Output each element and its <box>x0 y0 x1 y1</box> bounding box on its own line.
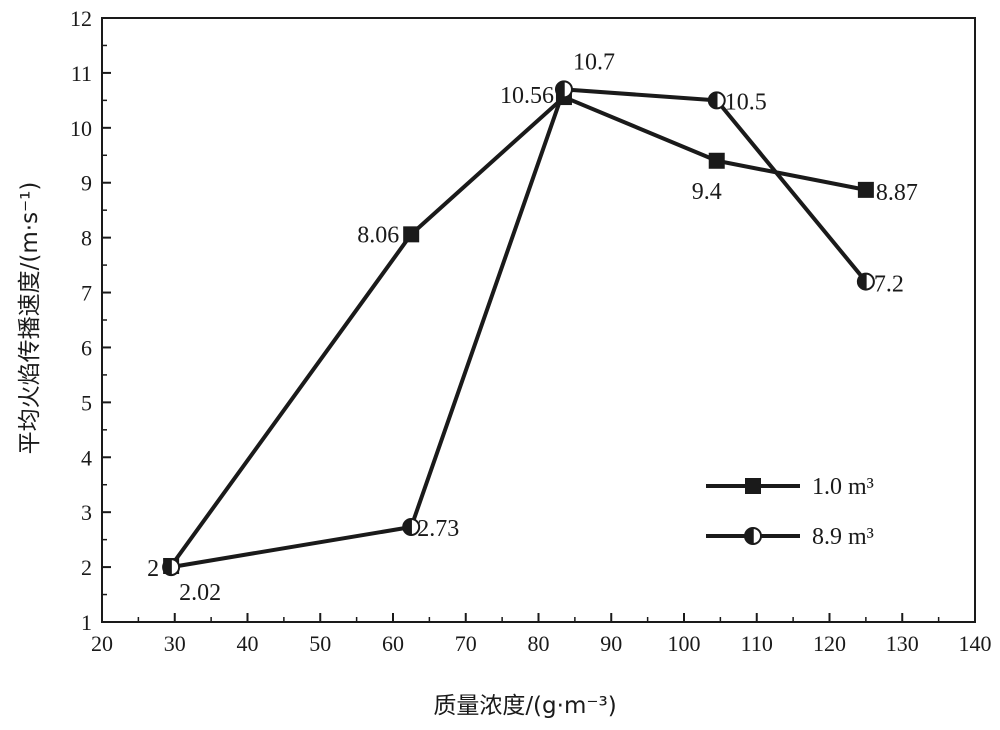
y-tick-label: 11 <box>71 61 92 86</box>
data-label: 10.56 <box>500 83 554 109</box>
data-label: 8.87 <box>876 180 918 206</box>
data-point <box>708 152 725 169</box>
axes: 20 30 40 50 60 70 80 90 100 110 120 130 140123456789… <box>70 6 992 656</box>
y-tick-label: 10 <box>70 116 92 141</box>
x-tick-label: 130 <box>886 631 919 656</box>
x-tick-label: 100 <box>668 631 701 656</box>
y-tick-label: 4 <box>81 445 92 470</box>
y-tick-label: 9 <box>81 171 92 196</box>
y-tick-label: 8 <box>81 226 92 251</box>
x-tick-label: 20 <box>91 631 113 656</box>
data-point <box>402 518 421 537</box>
legend-marker <box>744 527 762 545</box>
data-label: 10.5 <box>725 89 767 115</box>
x-tick-label: 120 <box>813 631 846 656</box>
y-tick-label: 1 <box>81 610 92 635</box>
series-line <box>170 87 868 570</box>
data-label: 10.7 <box>573 49 615 75</box>
x-tick-label: 90 <box>600 631 622 656</box>
data-label: 9.4 <box>692 179 722 205</box>
x-tick-label: 140 <box>959 631 992 656</box>
legend-label: 1.0 m³ <box>812 474 874 500</box>
y-tick-label: 12 <box>70 6 92 31</box>
legend-marker <box>745 478 761 494</box>
y-tick-label: 5 <box>81 390 92 415</box>
data-label: 2.02 <box>179 580 221 606</box>
y-tick-label: 6 <box>81 335 92 360</box>
data-labels: 2.02 8.06 10.56 9.4 8.87 2 2.73 10.7 10.5 7.2 <box>147 49 918 606</box>
x-tick-label: 40 <box>237 631 259 656</box>
series-layer <box>162 80 875 577</box>
x-tick-label: 30 <box>164 631 186 656</box>
x-tick-label: 50 <box>309 631 331 656</box>
x-tick-label: 110 <box>741 631 773 656</box>
series-line <box>169 95 867 568</box>
legend-label: 8.9 m³ <box>812 524 874 550</box>
y-tick-label: 3 <box>81 500 92 525</box>
data-label: 2.73 <box>417 516 459 542</box>
legend: 1.0 m³ 8.9 m³ <box>706 474 874 550</box>
y-tick-label: 2 <box>81 555 92 580</box>
y-axis-title: 平均火焰传播速度/(m·s⁻¹) <box>17 182 43 455</box>
data-point <box>554 80 573 99</box>
data-point <box>162 558 181 577</box>
x-tick-label: 70 <box>455 631 477 656</box>
data-point <box>856 272 875 291</box>
data-point <box>857 181 874 198</box>
data-point <box>707 91 726 110</box>
x-tick-label: 80 <box>528 631 550 656</box>
data-point <box>403 226 420 243</box>
y-tick-label: 7 <box>81 281 92 306</box>
data-label: 8.06 <box>357 222 399 248</box>
data-label: 2 <box>147 556 159 582</box>
x-axis-title: 质量浓度/(g·m⁻³) <box>433 693 616 719</box>
x-tick-label: 60 <box>382 631 404 656</box>
data-label: 7.2 <box>874 272 904 298</box>
